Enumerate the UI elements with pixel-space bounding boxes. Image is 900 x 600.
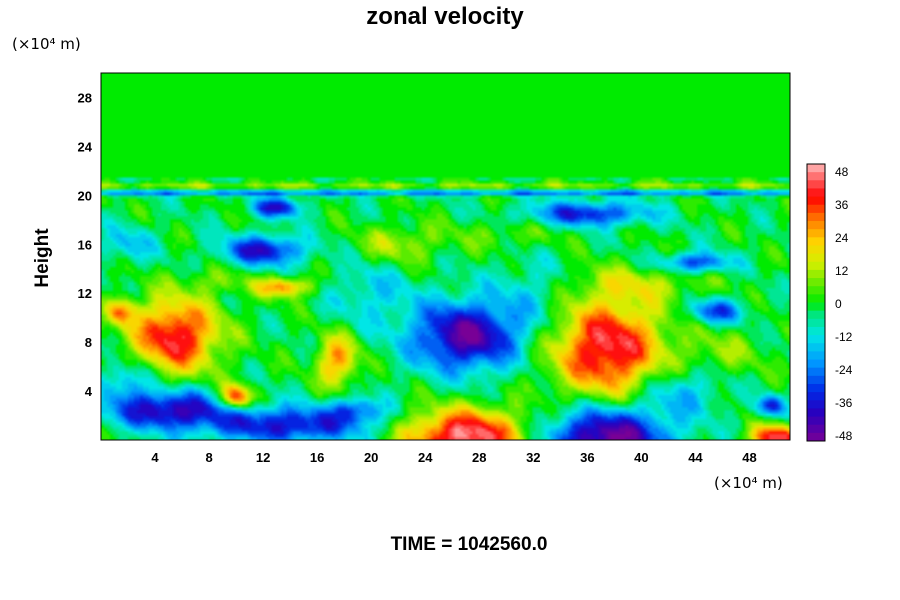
y-unit-label: (×10⁴ m) — [12, 35, 81, 53]
y-tick-label: 28 — [78, 90, 92, 105]
colorbar-band — [807, 237, 825, 246]
colorbar-band — [807, 229, 825, 238]
colorbar — [806, 163, 826, 442]
colorbar-band — [807, 302, 825, 312]
colorbar-band — [807, 294, 825, 303]
colorbar-band — [807, 286, 825, 295]
x-tick-label: 28 — [472, 450, 486, 465]
y-axis-label: Height — [32, 228, 53, 288]
y-axis-ticks: 4 8 12 16 20 24 28 — [78, 90, 93, 399]
colorbar-band — [807, 416, 825, 426]
x-tick-label: 16 — [310, 450, 324, 465]
colorbar-tick-label: -36 — [835, 396, 853, 410]
y-tick-label: 12 — [78, 286, 92, 301]
plot-area — [100, 72, 791, 441]
colorbar-tick-label: 36 — [835, 198, 849, 212]
colorbar-band — [807, 196, 825, 206]
colorbar-band — [807, 188, 825, 198]
x-tick-label: 4 — [151, 450, 159, 465]
chart-title: zonal velocity — [366, 3, 524, 30]
colorbar-band — [807, 310, 825, 320]
colorbar-band — [807, 164, 825, 173]
y-tick-label: 20 — [78, 188, 92, 203]
y-tick-label: 4 — [85, 384, 93, 399]
colorbar-tick-label: 12 — [835, 264, 849, 278]
x-tick-label: 40 — [634, 450, 648, 465]
colorbar-band — [807, 261, 825, 271]
colorbar-band — [807, 269, 825, 279]
colorbar-band — [807, 245, 825, 255]
colorbar-band — [807, 326, 825, 336]
colorbar-band — [807, 204, 825, 214]
velocity-field — [101, 73, 790, 440]
x-tick-label: 36 — [580, 450, 594, 465]
x-axis-ticks: 4 8 12 16 20 24 28 32 36 40 44 48 — [151, 450, 756, 465]
colorbar-band — [807, 180, 825, 189]
colorbar-tick-label: -24 — [835, 363, 853, 377]
colorbar-band — [807, 367, 825, 377]
colorbar-band — [807, 359, 825, 369]
x-tick-label: 8 — [205, 450, 212, 465]
colorbar-band — [807, 335, 825, 344]
x-tick-label: 24 — [418, 450, 433, 465]
colorbar-band — [807, 212, 825, 222]
colorbar-band — [807, 278, 825, 287]
y-tick-label: 16 — [78, 237, 92, 252]
x-tick-label: 20 — [364, 450, 378, 465]
colorbar-band — [807, 343, 825, 352]
colorbar-band — [807, 375, 825, 385]
colorbar-border — [806, 163, 826, 442]
colorbar-band — [807, 392, 825, 401]
x-unit-label: (×10⁴ m) — [714, 474, 783, 492]
y-tick-label: 8 — [85, 335, 92, 350]
colorbar-band — [807, 408, 825, 418]
colorbar-band — [807, 424, 825, 434]
colorbar-tick-label: 0 — [835, 297, 842, 311]
y-tick-label: 24 — [78, 139, 93, 154]
time-label: TIME = 1042560.0 — [391, 534, 548, 555]
x-tick-label: 32 — [526, 450, 540, 465]
colorbar-band — [807, 221, 825, 230]
colorbar-band — [807, 432, 825, 442]
colorbar-tick-label: 48 — [835, 165, 849, 179]
colorbar-tick-label: -12 — [835, 330, 853, 344]
plot-border — [100, 72, 791, 441]
colorbar-tick-label: -48 — [835, 429, 853, 443]
colorbar-ticks: 48 36 24 12 0 -12 -24 -36 -48 — [835, 165, 853, 443]
x-tick-label: 12 — [256, 450, 270, 465]
colorbar-band — [807, 383, 825, 393]
colorbar-tick-label: 24 — [835, 231, 849, 245]
x-tick-label: 48 — [742, 450, 756, 465]
colorbar-band — [807, 253, 825, 263]
colorbar-band — [807, 351, 825, 361]
colorbar-band — [807, 172, 825, 181]
colorbar-band — [807, 318, 825, 328]
x-tick-label: 44 — [688, 450, 703, 465]
colorbar-band — [807, 400, 825, 409]
